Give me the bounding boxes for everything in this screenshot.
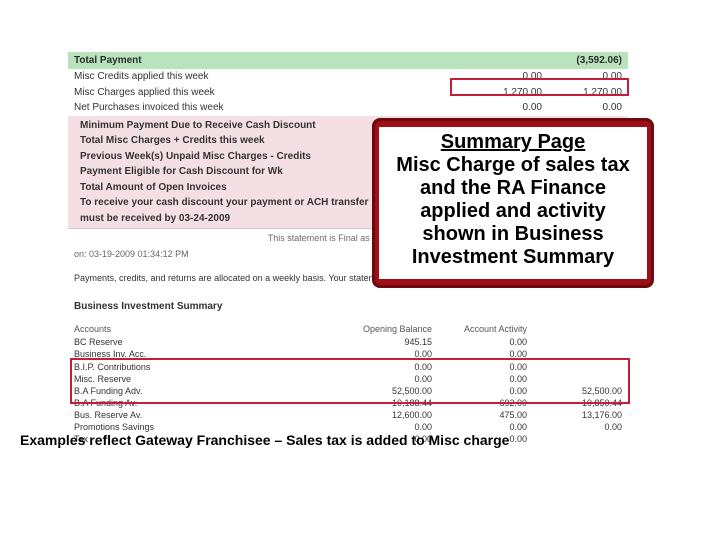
d0: Misc. Reserve <box>74 373 337 385</box>
d0: B.I.P. Contributions <box>74 361 337 373</box>
d1: 0.00 <box>337 373 432 385</box>
d0: BC Reserve <box>74 336 337 348</box>
allocation-note: Payments, credits, and returns are alloc… <box>74 272 389 284</box>
total-payment-label: Total Payment <box>74 55 142 66</box>
table-row: Business Inv. Acc. 0.00 0.00 <box>68 348 628 360</box>
table-row: B.I.P. Contributions 0.00 0.00 <box>68 361 628 373</box>
d3 <box>527 373 622 385</box>
total-payment-band: Total Payment (3,592.06) <box>68 52 628 69</box>
row-c2: 0.00 <box>542 101 622 115</box>
table-row: Misc Credits applied this week 0.00 0.00 <box>68 69 628 85</box>
row-c1: 0.00 <box>462 70 542 84</box>
d3: 10,850.44 <box>527 397 622 409</box>
d2: 0.00 <box>432 373 527 385</box>
row-c1: 1,270.00 <box>462 86 542 100</box>
d2: 475.00 <box>432 409 527 421</box>
d2: 692.00 <box>432 397 527 409</box>
d1: 0.00 <box>337 361 432 373</box>
d3 <box>527 336 622 348</box>
d0: Business Inv. Acc. <box>74 348 337 360</box>
total-payment-amount: (3,592.06) <box>576 55 622 66</box>
callout-body: Misc Charge of sales tax and the RA Fina… <box>387 154 639 269</box>
table-row: Misc Charges applied this week 1,270.00 … <box>68 85 628 101</box>
d2: 0.00 <box>432 385 527 397</box>
d3: 52,500.00 <box>527 385 622 397</box>
table-row: B.A Funding Av. 10,188.44 692.00 10,850.… <box>68 397 628 409</box>
bis-title: Business Investment Summary <box>68 297 628 314</box>
table-row: Misc. Reserve 0.00 0.00 <box>68 373 628 385</box>
row-c2: 0.00 <box>542 70 622 84</box>
timestamp: on: 03-19-2009 01:34:12 PM <box>74 248 189 260</box>
d2: 0.00 <box>432 361 527 373</box>
d3: 0.00 <box>527 421 622 433</box>
d1: 52,500.00 <box>337 385 432 397</box>
callout-box: Summary Page Misc Charge of sales tax an… <box>372 118 654 288</box>
d0: Bus. Reserve Av. <box>74 409 337 421</box>
d1: 0.00 <box>337 348 432 360</box>
d3: 13,176.00 <box>527 409 622 421</box>
bis-h0: Accounts <box>74 324 337 334</box>
misc-rows: Misc Credits applied this week 0.00 0.00… <box>68 69 628 116</box>
d3 <box>527 348 622 360</box>
d3 <box>527 433 622 445</box>
row-c2: 1,270.00 <box>542 86 622 100</box>
footnote: Examples reflect Gateway Franchisee – Sa… <box>20 432 509 448</box>
d2: 0.00 <box>432 336 527 348</box>
row-label: Net Purchases invoiced this week <box>74 101 462 115</box>
callout-inner: Summary Page Misc Charge of sales tax an… <box>379 127 647 279</box>
callout-title: Summary Page <box>387 131 639 154</box>
d0: B.A Funding Av. <box>74 397 337 409</box>
bis-rows: BC Reserve 945.15 0.00 Business Inv. Acc… <box>68 336 628 445</box>
d3 <box>527 361 622 373</box>
bis-header: Accounts Opening Balance Account Activit… <box>68 322 628 336</box>
table-row: Net Purchases invoiced this week 0.00 0.… <box>68 100 628 116</box>
table-row: BC Reserve 945.15 0.00 <box>68 336 628 348</box>
table-row: B.A Funding Adv. 52,500.00 0.00 52,500.0… <box>68 385 628 397</box>
bis-h3 <box>527 324 622 334</box>
bis-h2: Account Activity <box>432 324 527 334</box>
table-row: Bus. Reserve Av. 12,600.00 475.00 13,176… <box>68 409 628 421</box>
d1: 10,188.44 <box>337 397 432 409</box>
d1: 945.15 <box>337 336 432 348</box>
d2: 0.00 <box>432 348 527 360</box>
d1: 12,600.00 <box>337 409 432 421</box>
bis-h1: Opening Balance <box>337 324 432 334</box>
row-label: Misc Credits applied this week <box>74 70 462 84</box>
d0: B.A Funding Adv. <box>74 385 337 397</box>
row-label: Misc Charges applied this week <box>74 86 462 100</box>
row-c1: 0.00 <box>462 101 542 115</box>
